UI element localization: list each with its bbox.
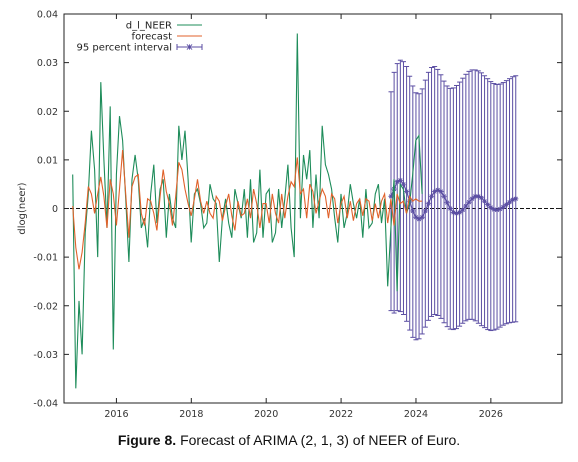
interval-point [513,196,519,202]
y-tick-label: 0 [52,204,58,215]
interval-point [469,196,475,202]
y-tick-label: 0.03 [37,58,58,69]
interval-point [419,214,425,220]
series-line-d-l-neer [72,33,423,389]
x-tick-label: 2020 [254,409,278,420]
interval-point [441,193,447,199]
interval-point [422,208,428,214]
forecast-chart: 2016 2018 2020 2022 2024 2026 -0.04 -0.03 -0.02… [17,10,563,420]
interval-point [394,179,400,185]
interval-point [510,197,516,203]
legend-swatch-star [186,44,193,50]
interval-point [478,195,485,201]
figure-caption: Figure 8. Forecast of ARIMA (2, 1, 3) of… [0,432,578,448]
interval-point [485,202,491,208]
interval-point [397,177,403,183]
x-tick-label: 2016 [104,409,128,420]
y-tick-label: -0.02 [33,301,58,312]
interval-point [488,204,494,211]
y-tick-label: 0.04 [37,10,58,21]
interval-point [400,181,407,187]
interval-point [416,216,422,222]
x-tick-label: 2026 [479,409,503,420]
legend-label: forecast [132,32,173,43]
interval-point [491,206,497,213]
interval-point [435,187,441,193]
interval-point [506,199,513,205]
interval-series [388,59,519,341]
y-axis-title: dlog(neer) [17,182,28,234]
y-tick-label: -0.03 [33,350,58,361]
y-axis: -0.04 -0.03 -0.02 -0.01 0 0.01 0.02 0.03 0.04 [33,10,562,410]
y-tick-label: -0.01 [33,253,58,264]
interval-point [410,208,416,214]
interval-point [475,193,481,199]
caption-label: Figure 8. [117,432,177,448]
x-axis: 2016 2018 2020 2022 2024 2026 [104,14,503,420]
interval-point [466,199,472,205]
interval-point [472,193,478,199]
x-tick-label: 2022 [329,409,353,420]
interval-point [481,198,488,204]
interval-point [432,188,438,195]
x-tick-label: 2018 [179,409,203,420]
interval-point [460,207,466,213]
series-line-forecast [72,150,423,270]
interval-point [425,201,432,207]
x-tick-label: 2024 [404,409,428,420]
interval-point [447,205,453,212]
interval-point [450,209,456,215]
interval-point [413,214,419,220]
legend-label: 95 percent interval [76,43,172,54]
interval-point [500,204,506,210]
interval-point [428,193,435,199]
y-tick-label: 0.02 [37,107,58,118]
interval-point [494,207,500,213]
interval-point [388,193,394,199]
interval-point [457,209,463,215]
y-tick-label: 0.01 [37,155,58,166]
caption-text: Forecast of ARIMA (2, 1, 3) of NEER of E… [180,432,461,448]
interval-point [497,206,503,212]
interval-point [453,210,460,216]
legend-label: d_l_NEER [126,21,172,32]
y-tick-label: -0.04 [33,399,58,410]
interval-point [503,202,509,208]
interval-point [438,188,444,195]
interval-point [444,200,450,206]
interval-point [463,203,469,209]
interval-point [403,188,410,195]
